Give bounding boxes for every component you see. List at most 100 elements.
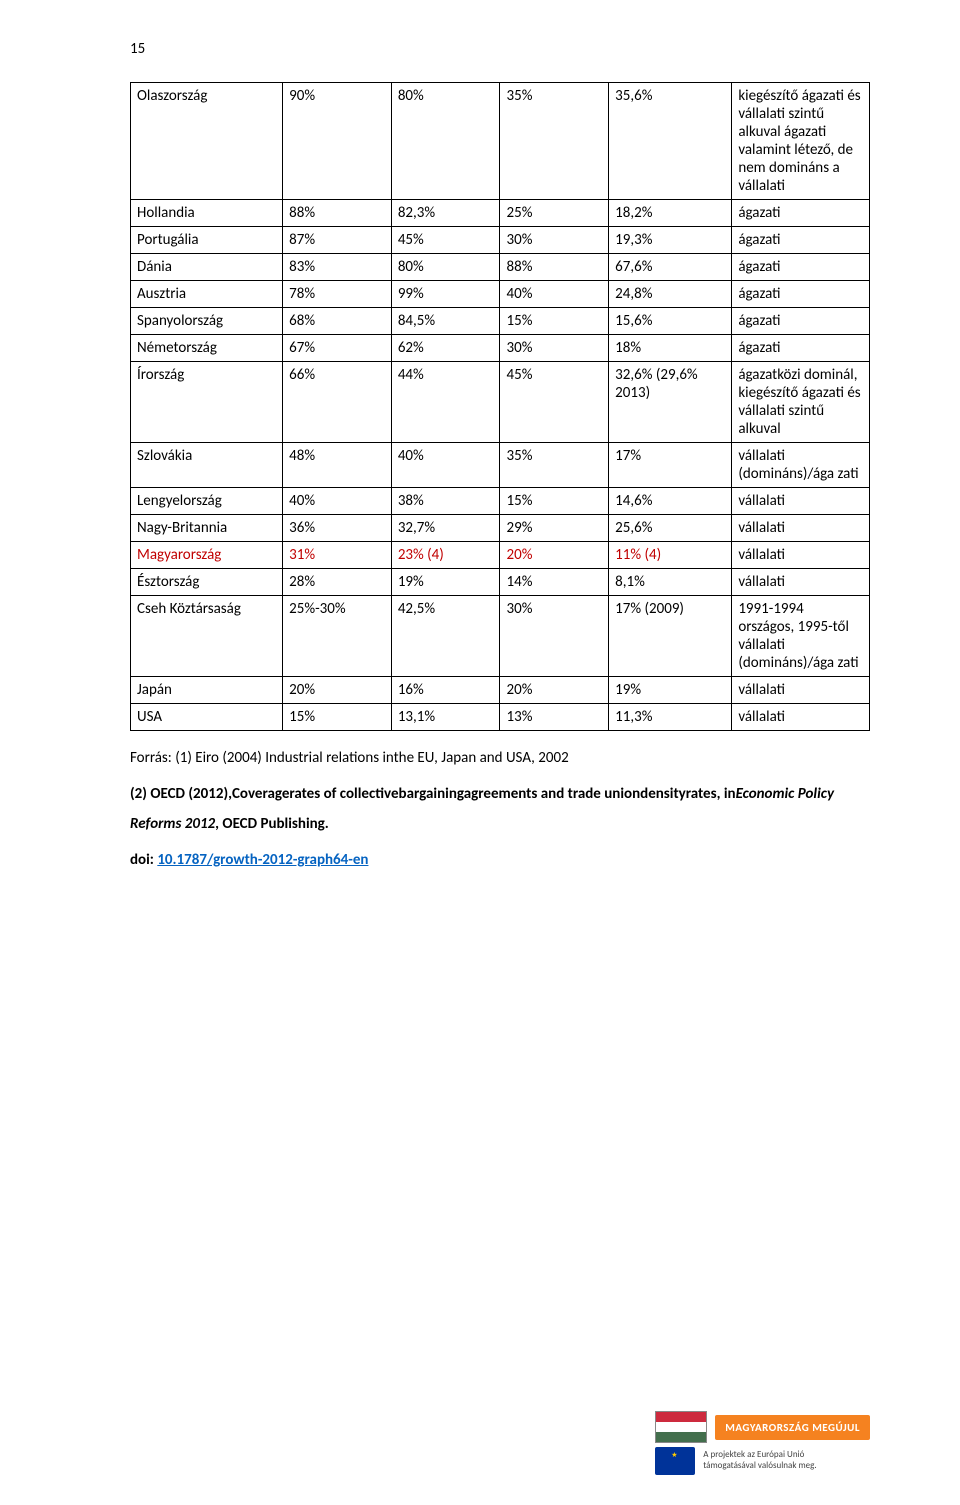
table-cell: 11,3% [609, 704, 732, 731]
table-cell: 80% [391, 254, 500, 281]
table-row: Lengyelország40%38%15%14,6%vállalati [131, 488, 870, 515]
table-cell: 31% [283, 542, 392, 569]
table-cell: 25,6% [609, 515, 732, 542]
table-cell: 18,2% [609, 200, 732, 227]
table-cell: 68% [283, 308, 392, 335]
table-cell: vállalati [732, 488, 870, 515]
table-cell: Németország [131, 335, 283, 362]
table-cell: 19% [609, 677, 732, 704]
table-cell: 25% [500, 200, 609, 227]
table-row: Japán20%16%20%19%vállalati [131, 677, 870, 704]
table-cell: vállalati [732, 704, 870, 731]
doi-link[interactable]: 10.1787/growth-2012-graph64-en [157, 851, 368, 869]
table-cell: 20% [500, 677, 609, 704]
table-row: Cseh Köztársaság25%-30%42,5%30%17% (2009… [131, 596, 870, 677]
table-cell: Írország [131, 362, 283, 443]
megujul-badge: MAGYARORSZÁG MEGÚJUL [715, 1415, 870, 1440]
table-cell: vállalati (domináns)/ága zati [732, 443, 870, 488]
table-cell: ágazati [732, 254, 870, 281]
table-cell: 19,3% [609, 227, 732, 254]
table-cell: 78% [283, 281, 392, 308]
table-cell: vállalati [732, 542, 870, 569]
table-cell: ágazati [732, 200, 870, 227]
table-cell: Spanyolország [131, 308, 283, 335]
table-cell: vállalati [732, 677, 870, 704]
table-cell: 88% [500, 254, 609, 281]
table-cell: Lengyelország [131, 488, 283, 515]
table-cell: 38% [391, 488, 500, 515]
page-container: 15 Olaszország90%80%35%35,6%kiegészítő á… [0, 0, 960, 1505]
table-cell: 20% [283, 677, 392, 704]
eu-text-2: támogatásával valósulnak meg. [703, 1461, 816, 1472]
table-cell: Olaszország [131, 83, 283, 200]
table-cell: kiegészítő ágazati és vállalati szintű a… [732, 83, 870, 200]
table-cell: 90% [283, 83, 392, 200]
table-cell: 30% [500, 596, 609, 677]
hungary-flag-icon [655, 1411, 707, 1443]
table-cell: 25%-30% [283, 596, 392, 677]
table-cell: 67,6% [609, 254, 732, 281]
table-cell: 84,5% [391, 308, 500, 335]
table-cell: 15% [500, 488, 609, 515]
table-row: Magyarország31%23% (4)20%11% (4)vállalat… [131, 542, 870, 569]
table-cell: ágazatközi dominál, kiegészítő ágazati é… [732, 362, 870, 443]
table-cell: 24,8% [609, 281, 732, 308]
table-cell: 45% [500, 362, 609, 443]
table-cell: 11% (4) [609, 542, 732, 569]
table-cell: 80% [391, 83, 500, 200]
table-cell: Portugália [131, 227, 283, 254]
table-cell: 32,7% [391, 515, 500, 542]
table-cell: 48% [283, 443, 392, 488]
table-cell: 32,6% (29,6% 2013) [609, 362, 732, 443]
table-row: Észtország28%19%14%8,1%vállalati [131, 569, 870, 596]
table-cell: 44% [391, 362, 500, 443]
table-cell: 87% [283, 227, 392, 254]
table-row: USA15%13,1%13%11,3%vállalati [131, 704, 870, 731]
table-cell: 99% [391, 281, 500, 308]
table-cell: Észtország [131, 569, 283, 596]
table-cell: 15,6% [609, 308, 732, 335]
table-cell: USA [131, 704, 283, 731]
table-cell: 82,3% [391, 200, 500, 227]
table-cell: 35% [500, 443, 609, 488]
table-cell: 15% [500, 308, 609, 335]
table-cell: 17% [609, 443, 732, 488]
table-cell: ágazati [732, 281, 870, 308]
table-cell: 15% [283, 704, 392, 731]
table-row: Nagy-Britannia36%32,7%29%25,6%vállalati [131, 515, 870, 542]
table-row: Szlovákia48%40%35%17%vállalati (domináns… [131, 443, 870, 488]
table-cell: 36% [283, 515, 392, 542]
doi-label: doi: [130, 851, 157, 869]
table-cell: 62% [391, 335, 500, 362]
table-cell: 16% [391, 677, 500, 704]
table-cell: 35% [500, 83, 609, 200]
table-cell: 19% [391, 569, 500, 596]
table-cell: Magyarország [131, 542, 283, 569]
table-row: Ausztria78%99%40%24,8%ágazati [131, 281, 870, 308]
table-cell: Szlovákia [131, 443, 283, 488]
table-row: Írország66%44%45%32,6% (29,6% 2013)ágaza… [131, 362, 870, 443]
table-row: Németország67%62%30%18%ágazati [131, 335, 870, 362]
table-cell: 67% [283, 335, 392, 362]
table-cell: Cseh Köztársaság [131, 596, 283, 677]
table-cell: Nagy-Britannia [131, 515, 283, 542]
eu-row: A projektek az Európai Unió támogatásáva… [655, 1447, 870, 1475]
table-cell: Ausztria [131, 281, 283, 308]
source-line-2-tail: , OECD Publishing. [215, 815, 329, 833]
table-row: Spanyolország68%84,5%15%15,6%ágazati [131, 308, 870, 335]
table-cell: 23% (4) [391, 542, 500, 569]
table-cell: 20% [500, 542, 609, 569]
table-row: Portugália87%45%30%19,3%ágazati [131, 227, 870, 254]
table-cell: ágazati [732, 227, 870, 254]
table-cell: 29% [500, 515, 609, 542]
table-cell: ágazati [732, 308, 870, 335]
table-cell: 30% [500, 227, 609, 254]
table-cell: ágazati [732, 335, 870, 362]
hungary-badge-row: MAGYARORSZÁG MEGÚJUL [655, 1411, 870, 1443]
source-line-2-bold: (2) OECD (2012),Coveragerates of collect… [130, 785, 736, 803]
table-cell: Japán [131, 677, 283, 704]
table-cell: 88% [283, 200, 392, 227]
source-block: Forrás: (1) Eiro (2004) Industrial relat… [130, 743, 870, 875]
table-cell: 17% (2009) [609, 596, 732, 677]
table-cell: 18% [609, 335, 732, 362]
